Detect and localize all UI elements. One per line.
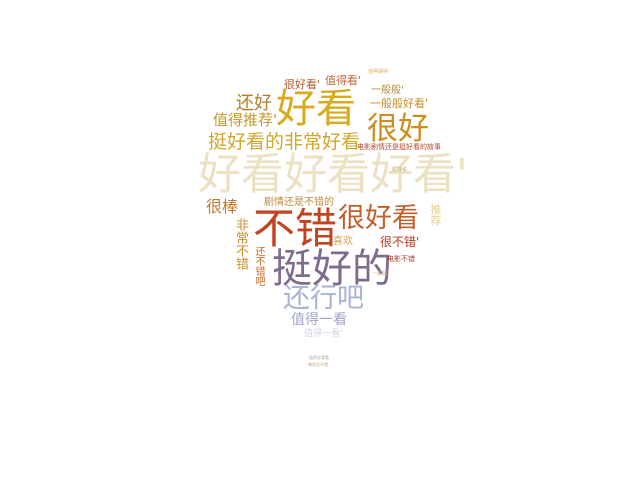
word-cloud-word: 很好看 <box>338 203 419 234</box>
word-cloud-word: 值得一看' <box>304 329 343 339</box>
word-cloud-word: 非常不错 <box>233 218 248 270</box>
word-cloud-word: 不错 <box>253 204 338 253</box>
word-cloud-word: 还不错吧 <box>253 246 264 286</box>
word-cloud-word: 值得看' <box>325 74 362 87</box>
word-cloud-word: 感觉还不错 <box>308 362 328 367</box>
word-cloud-word: 一般般 <box>372 271 388 277</box>
word-cloud-word: 电影剧情还是挺好看的故事 <box>357 143 441 151</box>
word-cloud-word: 挺好看的非常好看 <box>208 131 361 153</box>
word-cloud-word: 电影不错 <box>387 255 415 263</box>
word-cloud-word: 还好 <box>236 93 272 114</box>
word-cloud-word: 好看好看好看' <box>198 150 468 200</box>
word-cloud-word: 很不错' <box>380 235 420 249</box>
word-cloud-word: 一般般好看' <box>370 97 429 110</box>
word-cloud-word: 很棒 <box>206 197 239 216</box>
word-cloud-word: 还行吧 <box>283 283 364 314</box>
word-cloud-word: 挺好的 <box>272 246 392 292</box>
word-cloud-word: 值得一看 <box>291 312 347 328</box>
word-cloud-word: 一般般' <box>371 85 404 96</box>
word-cloud-word: 好看 <box>276 86 356 132</box>
word-cloud-word: 很好看' <box>284 78 321 91</box>
word-cloud-word: 值得期待 <box>368 69 389 75</box>
word-cloud-word: 推荐 <box>429 204 442 226</box>
word-cloud-word: 很好 <box>367 111 429 147</box>
word-cloud-word: 超好看 <box>392 167 408 173</box>
word-cloud-word: 剧情还是不错的 <box>264 197 334 208</box>
word-cloud-word: 喜欢 <box>333 236 353 247</box>
word-cloud-word: 值得推荐' <box>213 111 278 129</box>
word-cloud-word: 值得去看看 <box>309 355 329 360</box>
